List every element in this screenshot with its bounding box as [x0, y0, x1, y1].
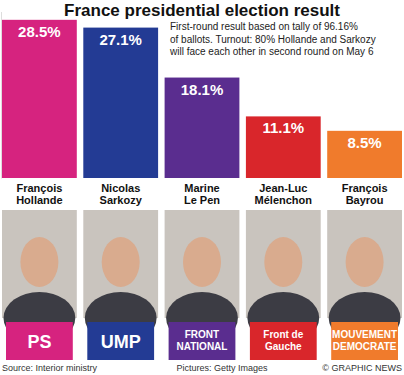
photo-head — [183, 237, 221, 287]
category-label-line: Sarkozy — [100, 194, 143, 206]
chart-root: France presidential election resultFirst… — [0, 0, 404, 375]
category-label: FrançoisHollande — [16, 182, 62, 206]
bar — [2, 20, 77, 178]
subtitle-line: of ballots. Turnout: 80% Hollande and Sa… — [170, 34, 376, 45]
data-label: 11.1% — [262, 119, 304, 136]
bar — [327, 131, 402, 178]
logo-text-line: Front de — [263, 329, 303, 340]
photo-head — [20, 237, 58, 287]
logo-text-line: PS — [27, 332, 51, 352]
category-label-line: Le Pen — [184, 194, 220, 206]
logo-text: MOUVEMENTDEMOCRATE — [332, 329, 397, 352]
photo-head — [346, 237, 384, 287]
category-label-line: Mélenchon — [255, 194, 313, 206]
data-label: 27.1% — [99, 31, 142, 48]
category-label: FrançoisBayrou — [342, 182, 388, 206]
logo-text: Front deGauche — [263, 329, 303, 352]
y-axis — [1, 12, 2, 179]
annotation: © GRAPHIC NEWS — [322, 363, 402, 373]
logo-box — [250, 322, 317, 360]
bar — [83, 28, 158, 178]
y-axis-line — [1, 12, 2, 179]
category-label-line: Nicolas — [101, 182, 140, 194]
bars — [2, 20, 402, 178]
category-label: MarineLe Pen — [184, 182, 220, 206]
logo-text-line: Gauche — [265, 341, 302, 352]
category-label-line: Marine — [184, 182, 219, 194]
title: France presidential election result — [64, 1, 340, 20]
photo-shoulders — [329, 292, 401, 344]
logo-box — [169, 322, 236, 360]
logo-text-line: FRONT — [185, 329, 219, 340]
category-label-line: Jean-Luc — [259, 182, 307, 194]
logo-text-line: NATIONAL — [177, 341, 228, 352]
category-label-line: François — [342, 182, 388, 194]
logo-text-line: MOUVEMENT — [332, 329, 397, 340]
bar — [246, 116, 321, 178]
subtitle-line: will face each other in second round on … — [169, 46, 374, 57]
annotation: Source: Interior ministry — [2, 363, 98, 373]
category-label-line: François — [16, 182, 62, 194]
category-label: Jean-LucMélenchon — [255, 182, 313, 206]
subtitle-line: First-round result based on tally of 96.… — [170, 21, 358, 32]
logo-text: UMP — [101, 332, 141, 352]
logo-text-line: UMP — [101, 332, 141, 352]
logo-box — [331, 322, 398, 360]
category-label-line: Hollande — [16, 194, 62, 206]
photo-head — [102, 237, 140, 287]
party-logos: PS UMP FRONTNATIONAL Front deGauche MOUVEMEN… — [6, 322, 398, 360]
subtitle: First-round result based on tally of 96.… — [169, 21, 376, 57]
logo-box — [87, 322, 154, 360]
annotation: Pictures: Getty Images — [176, 363, 268, 373]
data-label: 8.5% — [348, 134, 382, 151]
logo-text: FRONTNATIONAL — [177, 329, 228, 352]
logo-text: PS — [27, 332, 51, 352]
data-label: 18.1% — [181, 81, 224, 98]
category-label-line: Bayrou — [346, 194, 384, 206]
category-label: NicolasSarkozy — [100, 182, 143, 206]
data-label: 28.5% — [18, 23, 61, 40]
logo-box — [6, 322, 73, 360]
data-labels: 28.5% 27.1% 18.1% 11.1% 8.5% — [18, 23, 382, 151]
category-labels: FrançoisHollandeNicolasSarkozyMarineLe P… — [16, 182, 387, 206]
logo-text-line: DEMOCRATE — [333, 341, 397, 352]
bar — [165, 78, 240, 178]
photo-head — [264, 237, 302, 287]
